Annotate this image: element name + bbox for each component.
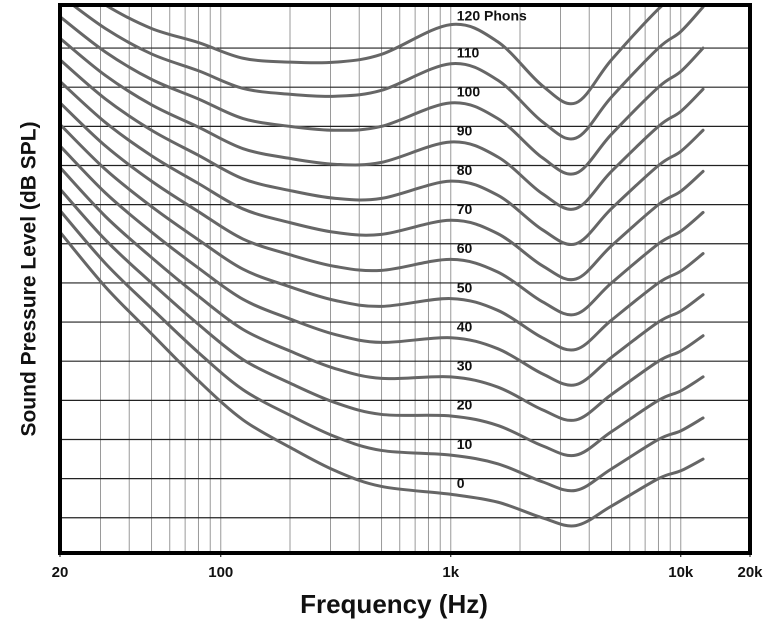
grid	[60, 5, 750, 553]
x-tick-label: 10k	[668, 564, 694, 581]
x-tick-label: 20	[52, 564, 69, 581]
curve-label: 50	[457, 279, 473, 295]
curve-label: 30	[457, 358, 473, 374]
loudness-curve	[60, 144, 705, 387]
curve-label: 100	[457, 84, 481, 100]
curve-label: 60	[457, 240, 473, 256]
loudness-curve	[60, 165, 705, 422]
loudness-curve	[60, 101, 705, 317]
loudness-curve	[60, 230, 705, 528]
curve-label: 80	[457, 162, 473, 178]
curve-label: 10	[457, 436, 473, 452]
curve-label: 0	[457, 475, 465, 491]
loudness-curve	[60, 122, 705, 352]
x-axis-label: Frequency (Hz)	[300, 589, 488, 619]
loudness-curve	[60, 15, 705, 176]
curve-label: 110	[457, 44, 480, 60]
loudness-curve	[102, 5, 666, 106]
x-tick-label: 1k	[442, 564, 459, 581]
plot-frame	[58, 3, 752, 555]
curve-label: 120 Phons	[457, 8, 527, 24]
curves	[60, 5, 705, 528]
x-ticks: 20 100 1k 10k 20k	[52, 553, 763, 581]
x-tick-label: 20k	[737, 564, 763, 581]
curve-label: 20	[457, 397, 473, 413]
loudness-curve	[60, 58, 705, 247]
curve-label: 40	[457, 318, 473, 334]
loudness-curve	[70, 5, 705, 141]
x-tick-label: 100	[208, 564, 233, 581]
loudness-curve	[60, 187, 705, 458]
curve-label: 90	[457, 123, 473, 139]
y-axis-label: Sound Pressure Level (dB SPL)	[18, 121, 41, 436]
loudness-curve	[60, 79, 705, 282]
curve-label: 70	[457, 201, 473, 217]
loudness-curve	[60, 209, 705, 493]
loudness-curve	[60, 36, 705, 211]
